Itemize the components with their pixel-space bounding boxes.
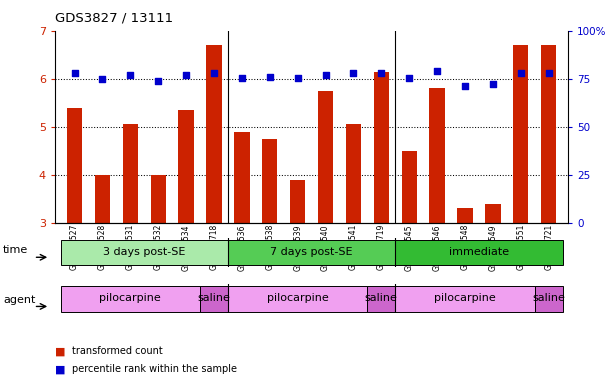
- Text: ■: ■: [55, 346, 65, 356]
- Point: [544, 70, 554, 76]
- Point: [70, 70, 79, 76]
- Bar: [60, 240, 228, 265]
- Bar: [60, 286, 200, 311]
- Point: [209, 70, 219, 76]
- Bar: [395, 286, 535, 311]
- Bar: [95, 175, 110, 223]
- Bar: [67, 108, 82, 223]
- Bar: [401, 151, 417, 223]
- Point: [181, 72, 191, 78]
- Bar: [262, 139, 277, 223]
- Text: GDS3827 / 13111: GDS3827 / 13111: [55, 12, 173, 25]
- Point: [237, 74, 247, 81]
- Text: 3 days post-SE: 3 days post-SE: [103, 247, 185, 257]
- Point: [460, 83, 470, 89]
- Bar: [395, 240, 563, 265]
- Bar: [430, 88, 445, 223]
- Bar: [535, 286, 563, 311]
- Bar: [123, 124, 138, 223]
- Bar: [374, 71, 389, 223]
- Point: [404, 74, 414, 81]
- Text: immediate: immediate: [449, 247, 509, 257]
- Bar: [290, 180, 306, 223]
- Point: [516, 70, 525, 76]
- Text: pilocarpine: pilocarpine: [434, 293, 496, 303]
- Point: [321, 72, 331, 78]
- Point: [348, 70, 358, 76]
- Point: [98, 76, 108, 82]
- Text: percentile rank within the sample: percentile rank within the sample: [72, 364, 237, 374]
- Text: pilocarpine: pilocarpine: [267, 293, 329, 303]
- Bar: [178, 110, 194, 223]
- Text: saline: saline: [365, 293, 398, 303]
- Bar: [207, 45, 222, 223]
- Bar: [458, 209, 473, 223]
- Point: [125, 72, 135, 78]
- Text: agent: agent: [3, 295, 35, 305]
- Point: [376, 70, 386, 76]
- Bar: [228, 286, 367, 311]
- Point: [153, 78, 163, 84]
- Bar: [318, 91, 333, 223]
- Bar: [346, 124, 361, 223]
- Point: [265, 74, 275, 80]
- Text: saline: saline: [197, 293, 230, 303]
- Text: saline: saline: [532, 293, 565, 303]
- Point: [293, 74, 302, 81]
- Text: ■: ■: [55, 364, 65, 374]
- Bar: [541, 45, 557, 223]
- Bar: [513, 45, 529, 223]
- Bar: [485, 204, 500, 223]
- Point: [432, 68, 442, 74]
- Text: pilocarpine: pilocarpine: [100, 293, 161, 303]
- Text: transformed count: transformed count: [72, 346, 163, 356]
- Bar: [367, 286, 395, 311]
- Text: time: time: [3, 245, 28, 255]
- Bar: [234, 131, 249, 223]
- Bar: [150, 175, 166, 223]
- Point: [488, 81, 498, 88]
- Bar: [228, 240, 395, 265]
- Bar: [200, 286, 228, 311]
- Text: 7 days post-SE: 7 days post-SE: [270, 247, 353, 257]
